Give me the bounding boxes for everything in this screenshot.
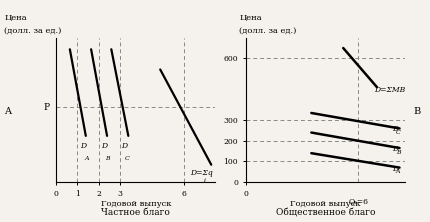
Text: i: i — [203, 178, 206, 183]
Text: A: A — [395, 169, 399, 174]
X-axis label: Годовой выпуск: Годовой выпуск — [100, 200, 171, 208]
Text: A: A — [84, 156, 89, 161]
Text: D: D — [391, 145, 397, 153]
Text: P: P — [43, 103, 49, 111]
Text: D: D — [120, 142, 127, 150]
Text: D: D — [80, 142, 86, 150]
Text: Частное благо: Частное благо — [101, 208, 170, 217]
Text: A: A — [4, 107, 11, 115]
Text: (долл. за ед.): (долл. за ед.) — [239, 28, 296, 36]
Text: Общественное благо: Общественное благо — [275, 208, 374, 217]
Text: Qₛ=6: Qₛ=6 — [347, 198, 367, 206]
Text: (долл. за ед.): (долл. за ед.) — [4, 28, 61, 36]
Text: C: C — [125, 156, 129, 161]
Text: D=Σq: D=Σq — [190, 169, 212, 177]
Text: Цена: Цена — [239, 14, 261, 22]
Text: D=ΣMB: D=ΣMB — [373, 86, 405, 94]
Text: D: D — [391, 165, 397, 173]
X-axis label: Годовой выпуск: Годовой выпуск — [289, 200, 360, 208]
Text: D: D — [101, 142, 107, 150]
Text: B: B — [105, 156, 110, 161]
Text: Цена: Цена — [4, 14, 27, 22]
Text: B: B — [412, 107, 419, 115]
Text: C: C — [395, 130, 399, 135]
Text: D: D — [391, 125, 397, 133]
Text: B: B — [395, 150, 399, 155]
